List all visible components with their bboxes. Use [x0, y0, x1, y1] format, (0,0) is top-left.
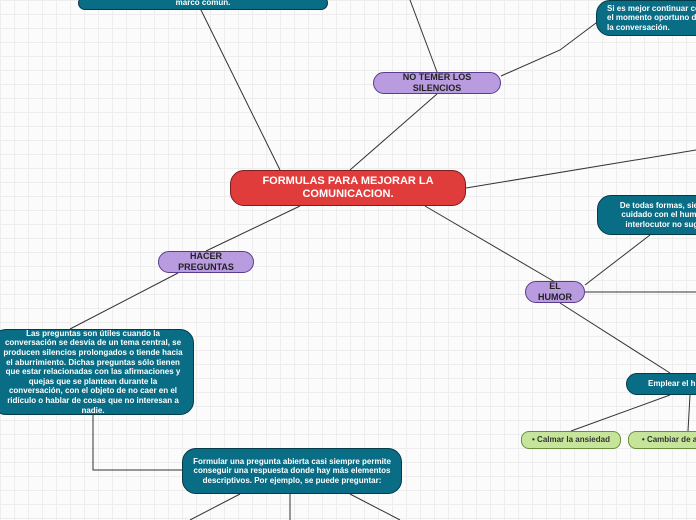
- node-humor[interactable]: EL HUMOR: [525, 281, 585, 303]
- label: FORMULAS PARA MEJORAR LA COMUNICACION.: [241, 175, 455, 201]
- node-silencios-desc: Si es mejor continuar con el tema o ha l…: [596, 0, 696, 36]
- label: • Calmar la ansiedad: [532, 435, 610, 445]
- node-cambiar[interactable]: • Cambiar de argumento: [628, 431, 696, 449]
- label: Si es mejor continuar con el tema o ha l…: [607, 4, 696, 33]
- label: De todas formas, siempre hay que ir con …: [608, 201, 696, 230]
- label: marco común.: [176, 0, 231, 8]
- node-humor-emplear: Emplear el humor puede:: [626, 373, 696, 395]
- label: Formular una pregunta abierta casi siemp…: [193, 457, 391, 486]
- node-center[interactable]: FORMULAS PARA MEJORAR LA COMUNICACION.: [230, 170, 466, 206]
- node-preguntas-desc: Las preguntas son útiles cuando la conve…: [0, 329, 194, 415]
- label: Las preguntas son útiles cuando la conve…: [3, 329, 183, 415]
- label: • Cambiar de argumento: [642, 435, 696, 445]
- label: NO TEMER LOS SILENCIOS: [384, 72, 490, 94]
- label: HACER PREGUNTAS: [169, 251, 243, 273]
- node-silencios[interactable]: NO TEMER LOS SILENCIOS: [373, 72, 501, 94]
- node-truncated-top: marco común.: [78, 0, 328, 10]
- node-preguntas[interactable]: HACER PREGUNTAS: [158, 251, 254, 273]
- label: EL HUMOR: [536, 281, 574, 303]
- node-pregunta-abierta: Formular una pregunta abierta casi siemp…: [182, 448, 402, 494]
- label: Emplear el humor puede:: [648, 379, 696, 389]
- node-humor-note: De todas formas, siempre hay que ir con …: [597, 195, 696, 235]
- node-calmar[interactable]: • Calmar la ansiedad: [521, 431, 621, 449]
